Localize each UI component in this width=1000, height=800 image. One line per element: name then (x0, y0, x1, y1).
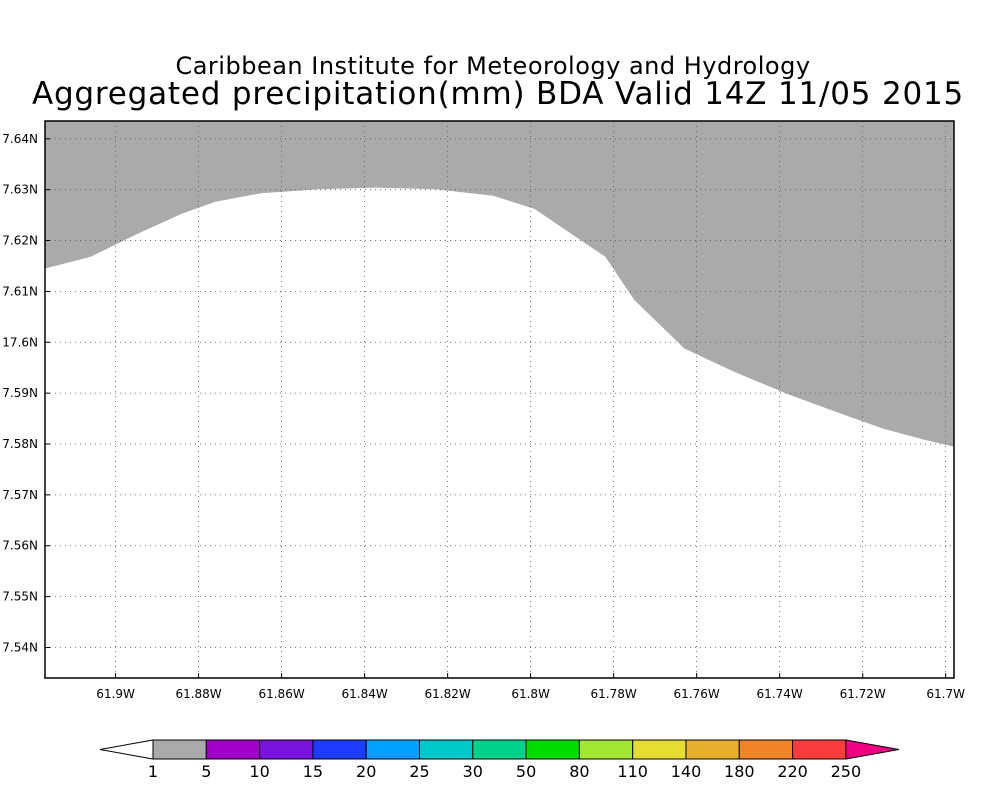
lon-tick-label: 61.74W (757, 687, 803, 700)
title-product: Aggregated precipitation(mm) BDA Valid 1… (31, 76, 965, 112)
lon-tick-label: 61.72W (840, 687, 886, 700)
lat-tick-label: 7.56N (2, 539, 38, 553)
lon-tick-label: 61.84W (341, 687, 387, 700)
precipitation-map: 61.9W 61.88W 61.86W 61.84W 61.82W 61.8W 61.78W… (2, 120, 965, 700)
lon-tick-label: 61.9W (96, 687, 135, 700)
latitude-labels: 7.64N 7.63N 7.62N 7.61N 17.6N 7.59N 7.58N 7.57N… (2, 132, 38, 655)
colorbar-label: 20 (356, 762, 376, 781)
colorbar-bin (312, 739, 367, 760)
map-frame (44, 120, 955, 679)
lat-tick-label: 7.57N (2, 488, 38, 502)
colorbar-label: 250 (831, 762, 862, 781)
lat-tick-label: 17.6N (2, 335, 38, 349)
lon-tick-label: 61.8W (511, 687, 550, 700)
colorbar-over-triangle (845, 739, 899, 760)
colorbar-label: 15 (303, 762, 323, 781)
colorbar-label: 80 (569, 762, 589, 781)
colorbar-bin (205, 739, 261, 760)
map-gridlines (45, 121, 954, 678)
colorbar-bin (525, 739, 580, 760)
lat-tick-label: 7.61N (2, 284, 38, 298)
colorbar-bin (259, 739, 314, 760)
colorbar-bin (632, 739, 687, 760)
colorbar-label: 180 (724, 762, 755, 781)
colorbar-label: 110 (617, 762, 648, 781)
colorbar-bin (578, 739, 634, 760)
colorbar-bin (792, 739, 847, 760)
colorbar-label: 10 (249, 762, 269, 781)
colorbar-label: 50 (516, 762, 536, 781)
lat-tick-label: 7.64N (2, 132, 38, 146)
colorbar-under-triangle (99, 739, 154, 760)
colorbar-bin (365, 739, 421, 760)
lon-tick-label: 61.88W (175, 687, 221, 700)
colorbar-label: 25 (409, 762, 429, 781)
lat-tick-label: 7.59N (2, 386, 38, 400)
colorbar-bin (419, 739, 474, 760)
lon-tick-label: 61.76W (674, 687, 720, 700)
colorbar-bin (685, 739, 740, 760)
colorbar-label: 140 (671, 762, 702, 781)
colorbar-label: 220 (777, 762, 808, 781)
lon-tick-label: 61.7W (926, 687, 965, 700)
lon-tick-label: 61.86W (258, 687, 304, 700)
precipitation-shaded-region (45, 121, 954, 447)
lon-tick-label: 61.78W (591, 687, 637, 700)
lat-tick-label: 7.58N (2, 437, 38, 451)
longitude-labels: 61.9W 61.88W 61.86W 61.84W 61.82W 61.8W 61.78W… (96, 687, 965, 700)
lat-tick-label: 7.55N (2, 590, 38, 604)
lon-tick-label: 61.82W (425, 687, 471, 700)
colorbar-label: 1 (148, 762, 158, 781)
colorbar-label: 30 (463, 762, 483, 781)
lat-tick-label: 7.62N (2, 234, 38, 248)
colorbar-bin (472, 739, 527, 760)
lat-tick-label: 7.54N (2, 640, 38, 654)
colorbar-bin (152, 739, 207, 760)
colorbar-label: 5 (201, 762, 211, 781)
colorbar-bin (738, 739, 794, 760)
title-organization: Caribbean Institute for Meteorology and … (175, 52, 811, 80)
lat-tick-label: 7.63N (2, 183, 38, 197)
